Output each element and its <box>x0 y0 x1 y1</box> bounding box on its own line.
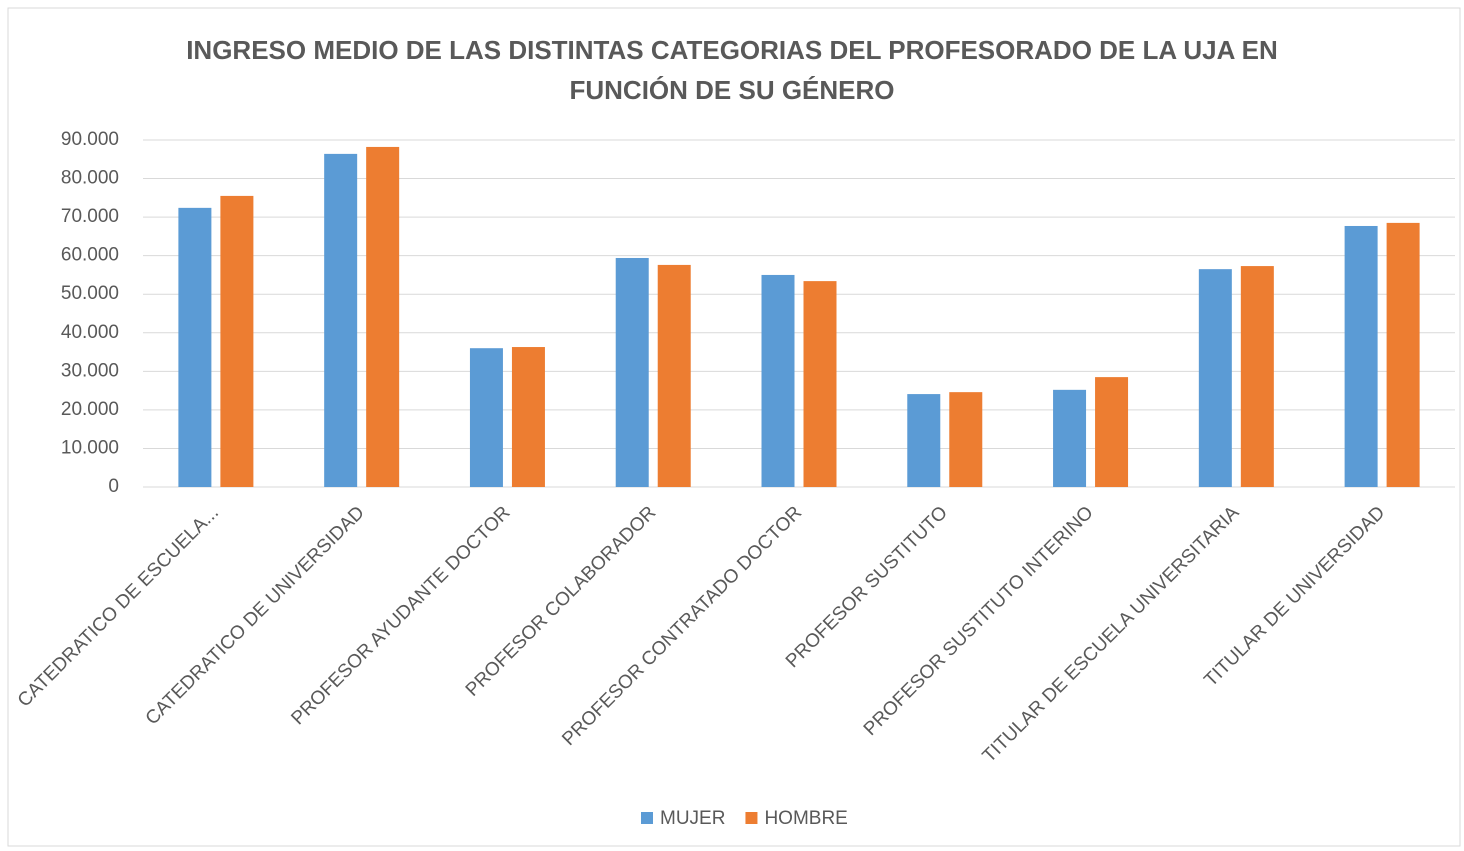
bar <box>803 281 837 487</box>
bar <box>657 264 691 487</box>
bar <box>511 347 545 487</box>
y-tick-label: 30.000 <box>61 360 119 381</box>
bar <box>949 392 983 487</box>
y-tick-label: 50.000 <box>61 283 119 304</box>
y-tick-label: 60.000 <box>61 245 119 266</box>
chart-title: INGRESO MEDIO DE LAS DISTINTAS CATEGORIA… <box>186 35 1278 105</box>
bar <box>615 257 649 487</box>
y-tick-label: 0 <box>108 476 119 497</box>
y-tick-label: 40.000 <box>61 322 119 343</box>
y-tick-label: 10.000 <box>61 437 119 458</box>
y-tick-label: 20.000 <box>61 399 119 420</box>
bar <box>1095 377 1129 487</box>
legend-label: MUJER <box>660 808 725 829</box>
bar <box>324 153 358 487</box>
y-tick-label: 80.000 <box>61 168 119 189</box>
bar <box>1198 269 1232 487</box>
legend-label: HOMBRE <box>764 808 847 829</box>
bar <box>907 394 941 487</box>
y-tick-label: 90.000 <box>61 129 119 150</box>
y-tick-label: 70.000 <box>61 206 119 227</box>
bar <box>366 146 400 487</box>
bar <box>178 207 212 487</box>
bar <box>1240 266 1274 487</box>
legend-swatch <box>641 812 653 824</box>
bar <box>220 195 254 487</box>
legend-swatch <box>745 812 758 824</box>
bar <box>1386 222 1420 487</box>
bar <box>1053 389 1087 487</box>
bar <box>469 348 503 487</box>
bar <box>1344 225 1378 487</box>
bar <box>761 274 795 487</box>
